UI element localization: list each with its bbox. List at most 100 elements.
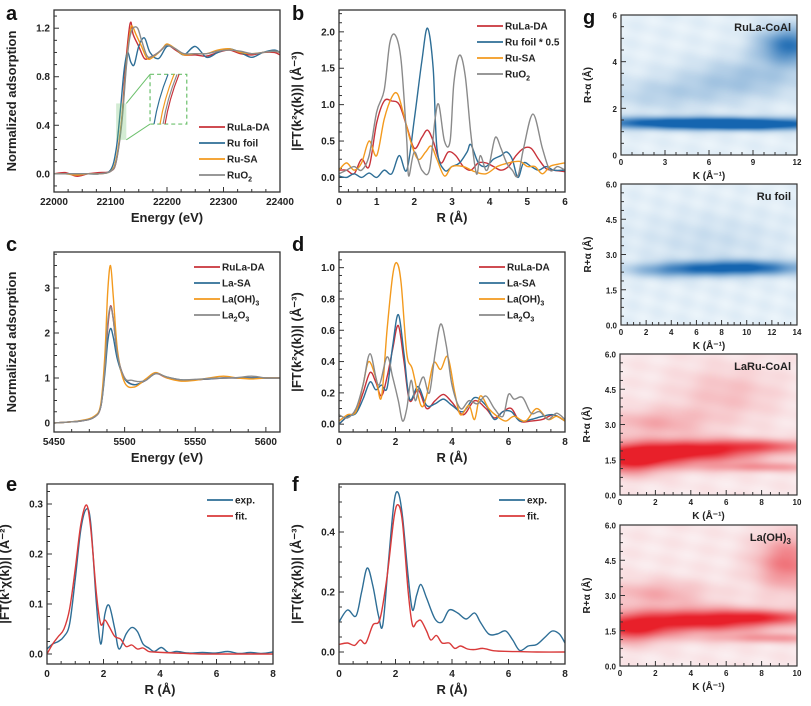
x-axis-label: R (Å) bbox=[144, 682, 175, 697]
x-tick-label: 3 bbox=[449, 197, 455, 208]
y-axis-label: R+α (Å) bbox=[581, 67, 594, 103]
y-axis-label: R+α (Å) bbox=[581, 237, 594, 273]
plot-frame bbox=[338, 251, 566, 433]
chart-g4: 0 2 4 6 8 10 0.0 1.5 3.0 4.5 6.0 K (Å⁻¹) R+α (Å) La(O… bbox=[580, 522, 802, 694]
legend-label: RuO2 bbox=[227, 171, 252, 184]
heatmap-image bbox=[620, 354, 797, 495]
legend: exp. fit. bbox=[499, 496, 547, 523]
inset-connector bbox=[125, 73, 151, 104]
y-tick-label: 4.5 bbox=[605, 557, 617, 566]
plot-frame bbox=[620, 183, 798, 326]
y-tick-label: 4 bbox=[613, 58, 618, 67]
x-tick-label: 5 bbox=[525, 197, 531, 208]
heatmap-canvas bbox=[620, 354, 797, 495]
y-tick-label: 0.0 bbox=[605, 663, 617, 672]
legend-label: La2O3 bbox=[222, 311, 249, 324]
x-tick-label: 22100 bbox=[97, 197, 125, 208]
inset-edge-line bbox=[159, 74, 175, 125]
panel-letter-b: b bbox=[292, 3, 304, 25]
legend-label: exp. bbox=[235, 496, 255, 507]
y-tick-label: 0 bbox=[44, 419, 50, 430]
legend-label: La(OH)3 bbox=[507, 295, 544, 308]
heatmap-canvas bbox=[621, 184, 797, 325]
x-tick-label: 4 bbox=[689, 498, 694, 507]
heatmap-canvas bbox=[620, 525, 797, 666]
series-line-la-sa bbox=[54, 327, 280, 424]
heatmap-image bbox=[621, 15, 797, 155]
x-axis-label: Energy (eV) bbox=[131, 210, 203, 225]
series-group bbox=[47, 504, 273, 655]
x-tick-label: 6 bbox=[724, 498, 729, 507]
y-tick-label: 1.2 bbox=[36, 24, 50, 35]
y-tick-label: 0.2 bbox=[321, 588, 335, 599]
y-tick-label: 3.0 bbox=[605, 592, 617, 601]
y-tick-label: 3 bbox=[44, 284, 50, 295]
x-axis-label: K (Å⁻¹) bbox=[693, 339, 726, 352]
x-tick-label: 2 bbox=[653, 669, 658, 678]
x-axis-label: R (Å) bbox=[436, 682, 467, 697]
heatmap-image bbox=[620, 525, 797, 666]
x-axis-label: Energy (eV) bbox=[131, 450, 203, 465]
y-tick-label: 0.6 bbox=[321, 326, 335, 337]
x-tick-label: 2 bbox=[653, 498, 658, 507]
series-group bbox=[339, 261, 565, 425]
heatmap-canvas bbox=[621, 15, 797, 155]
y-axis-label: R+α (Å) bbox=[580, 407, 593, 443]
x-tick-label: 2 bbox=[412, 197, 418, 208]
chart-c: 5450 5500 5550 5600 0 1 2 3 Energy (eV) Normalize… bbox=[4, 251, 281, 465]
y-tick-label: 1.5 bbox=[605, 627, 617, 636]
panel-letter-f: f bbox=[292, 474, 299, 496]
x-tick-label: 22000 bbox=[40, 197, 68, 208]
panel-letter-a: a bbox=[6, 3, 18, 25]
x-tick-label: 8 bbox=[759, 498, 764, 507]
chart-g3: 0 2 4 6 8 10 0.0 1.5 3.0 4.5 6.0 K (Å⁻¹) R+α (Å) LaRu… bbox=[580, 351, 802, 523]
y-tick-label: 0.1 bbox=[29, 600, 43, 611]
legend-label: RuO2 bbox=[505, 70, 530, 83]
inset-edge-line bbox=[153, 74, 169, 125]
y-tick-label: 0.2 bbox=[321, 388, 335, 399]
x-tick-label: 5600 bbox=[255, 437, 278, 448]
series-group bbox=[54, 264, 280, 424]
x-tick-label: 9 bbox=[751, 158, 756, 167]
y-tick-label: 2.0 bbox=[321, 27, 335, 38]
x-tick-label: 10 bbox=[793, 498, 802, 507]
legend-label: La-SA bbox=[222, 279, 251, 290]
x-tick-label: 10 bbox=[742, 328, 751, 337]
legend: RuLa-DA La-SA La(OH)3 La2O3 bbox=[194, 263, 265, 324]
x-tick-label: 8 bbox=[270, 669, 276, 680]
heatmap-title: La(OH)3 bbox=[750, 532, 792, 546]
x-tick-label: 6 bbox=[694, 328, 699, 337]
panel-letter-d: d bbox=[292, 234, 304, 256]
y-tick-label: 4.5 bbox=[606, 216, 618, 225]
x-tick-label: 0 bbox=[44, 669, 50, 680]
y-tick-label: 2 bbox=[613, 105, 618, 114]
y-tick-label: 0.0 bbox=[606, 322, 618, 331]
legend-label: RuLa-DA bbox=[505, 22, 548, 33]
plot-frame bbox=[619, 353, 798, 496]
y-tick-label: 0.0 bbox=[321, 173, 335, 184]
x-tick-label: 4 bbox=[669, 328, 674, 337]
chart-g1: 0 3 6 9 12 0 2 4 6 K (Å⁻¹) R+α (Å) RuLa-CoAl bbox=[581, 12, 802, 183]
panel-letter-c: c bbox=[6, 234, 17, 256]
y-tick-label: 0.0 bbox=[321, 648, 335, 659]
inset-highlight-region bbox=[116, 103, 127, 140]
y-tick-label: 2 bbox=[44, 329, 50, 340]
y-tick-label: 0.4 bbox=[321, 528, 335, 539]
legend-label: RuLa-DA bbox=[507, 263, 550, 274]
y-tick-label: 6.0 bbox=[606, 181, 618, 190]
y-tick-label: 0.0 bbox=[36, 169, 50, 180]
legend-label: RuLa-DA bbox=[227, 123, 270, 134]
x-tick-label: 14 bbox=[793, 328, 802, 337]
series-line-ruo2 bbox=[54, 26, 280, 175]
x-tick-label: 22400 bbox=[266, 197, 294, 208]
y-tick-label: 1.5 bbox=[605, 456, 617, 465]
plot-frame bbox=[53, 9, 281, 193]
series-line-ruo2 bbox=[339, 33, 565, 178]
x-tick-label: 2 bbox=[644, 328, 649, 337]
chart-a: 22000 22100 22200 22300 22400 0.0 0.4 0.8 1.2 Ene… bbox=[4, 9, 294, 225]
y-axis-label: |FT(k²χ(k))| (Å⁻³) bbox=[289, 524, 304, 624]
x-axis-label: R (Å) bbox=[436, 450, 467, 465]
x-tick-label: 6 bbox=[506, 669, 512, 680]
x-tick-label: 2 bbox=[393, 437, 399, 448]
y-tick-label: 0.5 bbox=[321, 137, 335, 148]
